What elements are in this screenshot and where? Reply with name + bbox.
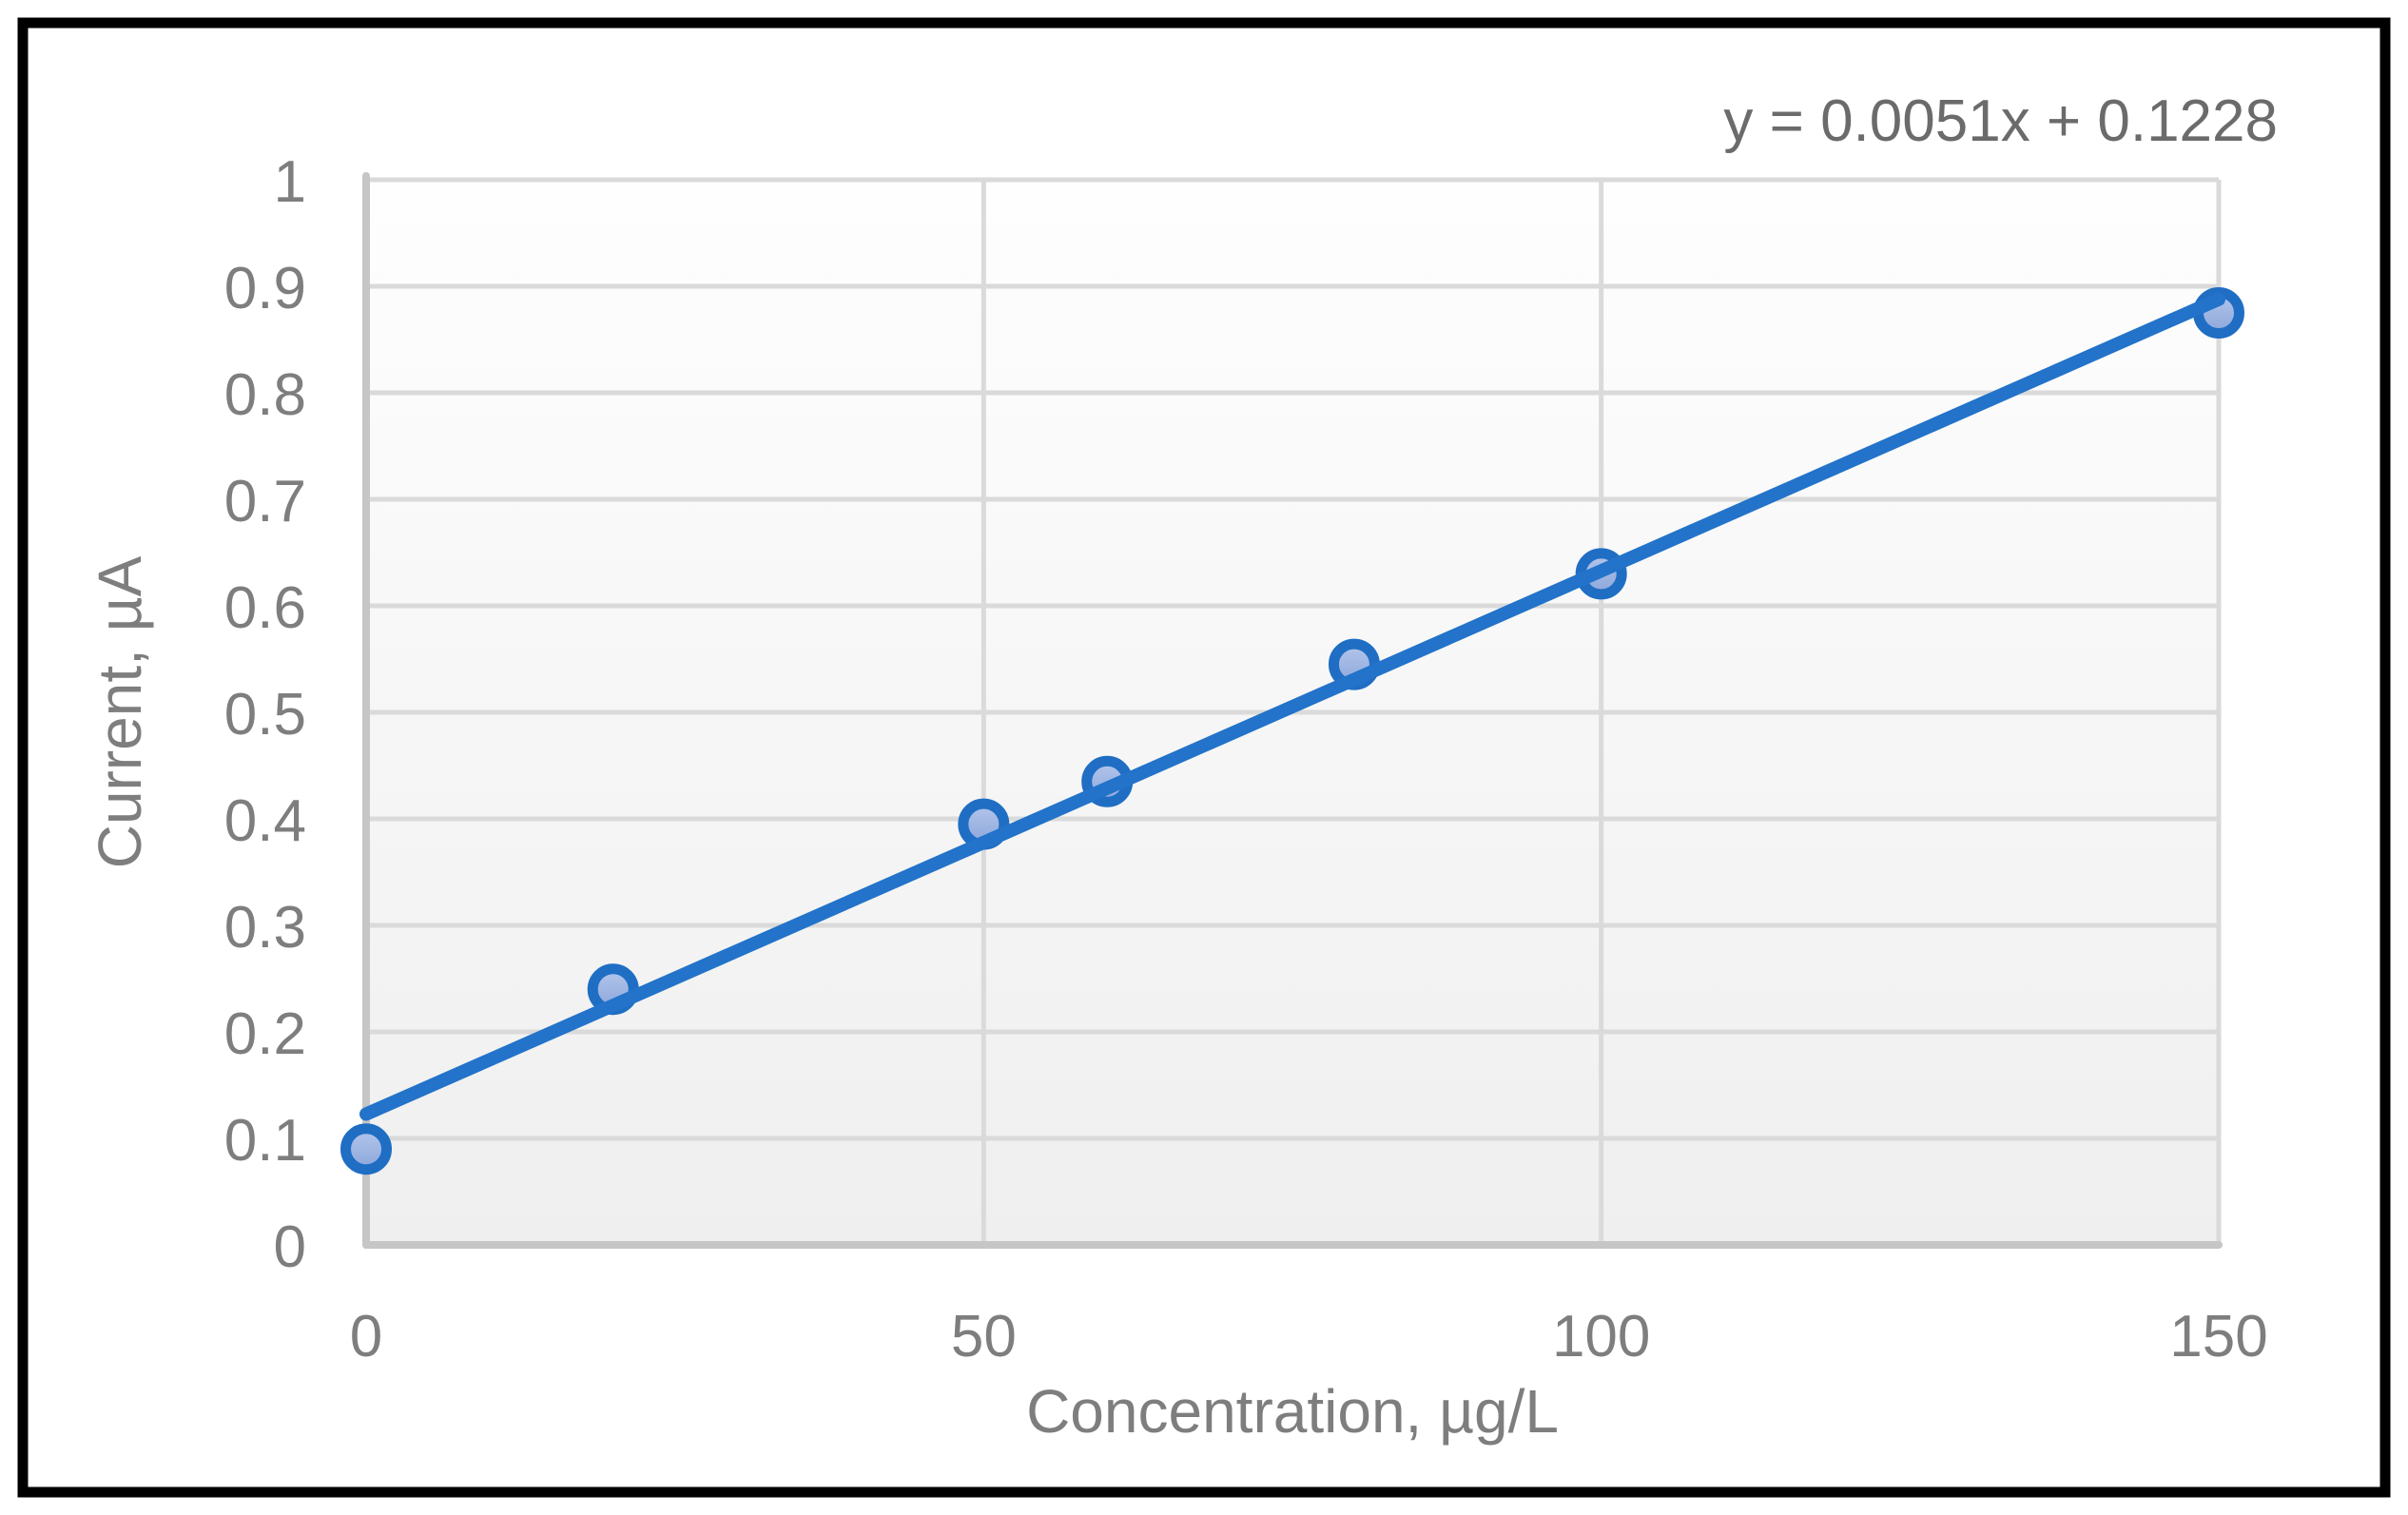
y-tick-label: 1 xyxy=(274,149,306,215)
outer-border-frame xyxy=(17,17,2391,1498)
x-axis-tick-labels: 0 50 100 150 xyxy=(350,1304,2268,1369)
y-tick-label: 0.5 xyxy=(224,682,306,748)
y-tick-label: 0.7 xyxy=(224,469,306,534)
x-tick-label: 150 xyxy=(2169,1304,2267,1369)
trendline xyxy=(359,292,2225,1121)
x-tick-label: 50 xyxy=(951,1304,1017,1369)
y-tick-label: 0.6 xyxy=(224,575,306,641)
gridlines-group xyxy=(366,177,2222,1245)
x-axis-title: Concentration, µg/L xyxy=(1026,1377,1559,1446)
axis-lines-group xyxy=(362,172,2223,1249)
x-tick-label: 0 xyxy=(350,1304,382,1369)
y-axis-title: Current, µA xyxy=(86,555,154,868)
x-tick-label: 100 xyxy=(1552,1304,1650,1369)
y-tick-label: 0.2 xyxy=(224,1001,306,1067)
trendline-group xyxy=(359,292,2225,1121)
y-tick-label: 0.1 xyxy=(224,1108,306,1174)
y-tick-label: 0.3 xyxy=(224,895,306,961)
y-tick-label: 0 xyxy=(274,1214,306,1280)
y-tick-label: 0.9 xyxy=(224,256,306,321)
data-point-marker xyxy=(340,1123,392,1175)
y-tick-label: 0.4 xyxy=(224,788,306,854)
y-tick-label: 0.8 xyxy=(224,362,306,428)
trendline-equation-label: y = 0.0051x + 0.1228 xyxy=(1723,88,2278,154)
y-axis-tick-labels: 0 0.1 0.2 0.3 0.4 0.5 0.6 0.7 0.8 0.9 1 xyxy=(224,149,306,1280)
